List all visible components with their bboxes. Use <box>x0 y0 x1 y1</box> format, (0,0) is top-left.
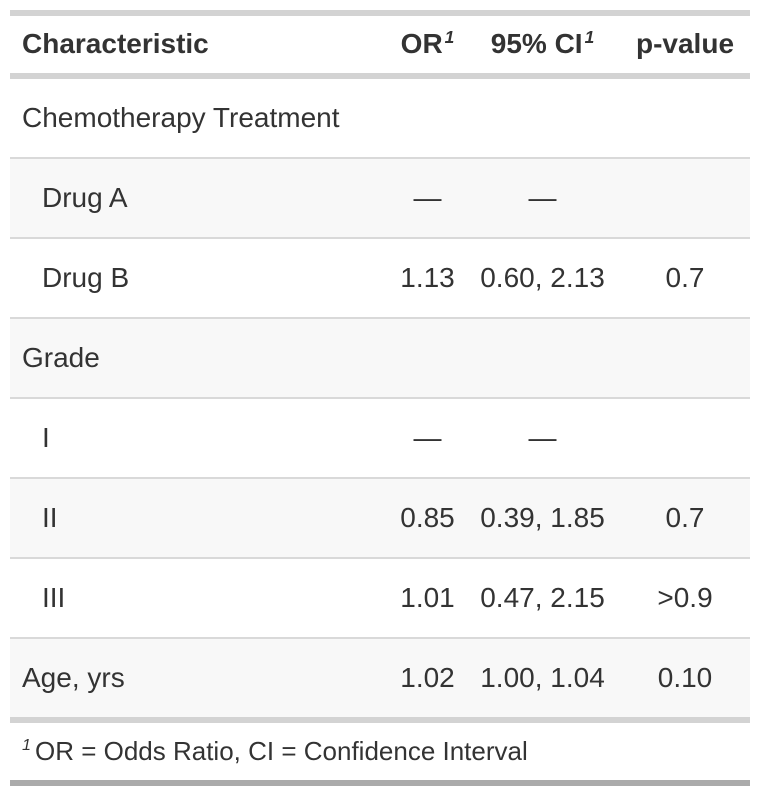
or-cell: 1.13 <box>390 237 465 318</box>
column-header-or: OR 1 <box>390 10 465 79</box>
column-header-ci: 95% CI 1 <box>465 10 620 79</box>
row-label: Drug A <box>10 157 390 238</box>
ci-cell: 1.00, 1.04 <box>465 637 620 720</box>
ci-cell: — <box>465 157 620 238</box>
ci-cell <box>465 317 620 398</box>
or-cell: — <box>390 157 465 238</box>
table-row-grade-i: I — — <box>10 397 750 478</box>
column-header-label: p-value <box>635 28 735 59</box>
row-label: III <box>10 557 390 638</box>
pvalue-cell: >0.9 <box>620 557 750 638</box>
or-cell: 0.85 <box>390 477 465 558</box>
or-cell: 1.01 <box>390 557 465 638</box>
column-header-characteristic: Characteristic <box>10 10 390 79</box>
column-header-label: OR <box>400 28 443 59</box>
ci-cell: 0.39, 1.85 <box>465 477 620 558</box>
table-row-grade-iii: III 1.01 0.47, 2.15 >0.9 <box>10 557 750 638</box>
footnote: 1 OR = Odds Ratio, CI = Confidence Interv… <box>10 717 750 786</box>
or-cell <box>390 317 465 398</box>
ci-cell: — <box>465 397 620 478</box>
header-row: Characteristic OR 1 95% CI 1 p-value <box>10 10 750 79</box>
footnote-text: OR = Odds Ratio, CI = Confidence Interva… <box>34 736 528 766</box>
table-footer: 1 OR = Odds Ratio, CI = Confidence Interv… <box>10 717 750 786</box>
footnote-marker: 1 <box>22 736 31 755</box>
ci-cell: 0.60, 2.13 <box>465 237 620 318</box>
footnote-marker: 1 <box>444 26 455 47</box>
footnote-marker: 1 <box>584 26 595 47</box>
column-header-label: 95% CI <box>490 28 583 59</box>
pvalue-cell <box>620 317 750 398</box>
pvalue-cell <box>620 76 750 158</box>
pvalue-cell: 0.10 <box>620 637 750 720</box>
ci-cell <box>465 76 620 158</box>
row-label: Drug B <box>10 237 390 318</box>
table-row-age: Age, yrs 1.02 1.00, 1.04 0.10 <box>10 637 750 720</box>
pvalue-cell <box>620 397 750 478</box>
table-row-grade-ii: II 0.85 0.39, 1.85 0.7 <box>10 477 750 558</box>
row-label: Age, yrs <box>10 637 390 720</box>
row-label: Grade <box>10 317 390 398</box>
pvalue-cell <box>620 157 750 238</box>
regression-summary-table: Characteristic OR 1 95% CI 1 p-value Chemo… <box>10 10 750 786</box>
table-row-group-chemotherapy: Chemotherapy Treatment <box>10 76 750 158</box>
row-label: II <box>10 477 390 558</box>
column-header-label: Characteristic <box>22 28 209 59</box>
table-header: Characteristic OR 1 95% CI 1 p-value <box>10 10 750 79</box>
column-header-pvalue: p-value <box>620 10 750 79</box>
pvalue-cell: 0.7 <box>620 237 750 318</box>
row-label: Chemotherapy Treatment <box>22 102 340 133</box>
table-body: Chemotherapy Treatment Drug A — — Drug B… <box>10 76 750 720</box>
or-cell: — <box>390 397 465 478</box>
pvalue-cell: 0.7 <box>620 477 750 558</box>
table-row-group-grade: Grade <box>10 317 750 398</box>
ci-cell: 0.47, 2.15 <box>465 557 620 638</box>
or-cell <box>390 76 465 158</box>
footnote-row: 1 OR = Odds Ratio, CI = Confidence Interv… <box>10 717 750 786</box>
table-row-drug-b: Drug B 1.13 0.60, 2.13 0.7 <box>10 237 750 318</box>
or-cell: 1.02 <box>390 637 465 720</box>
row-label: I <box>10 397 390 478</box>
table-row-drug-a: Drug A — — <box>10 157 750 238</box>
